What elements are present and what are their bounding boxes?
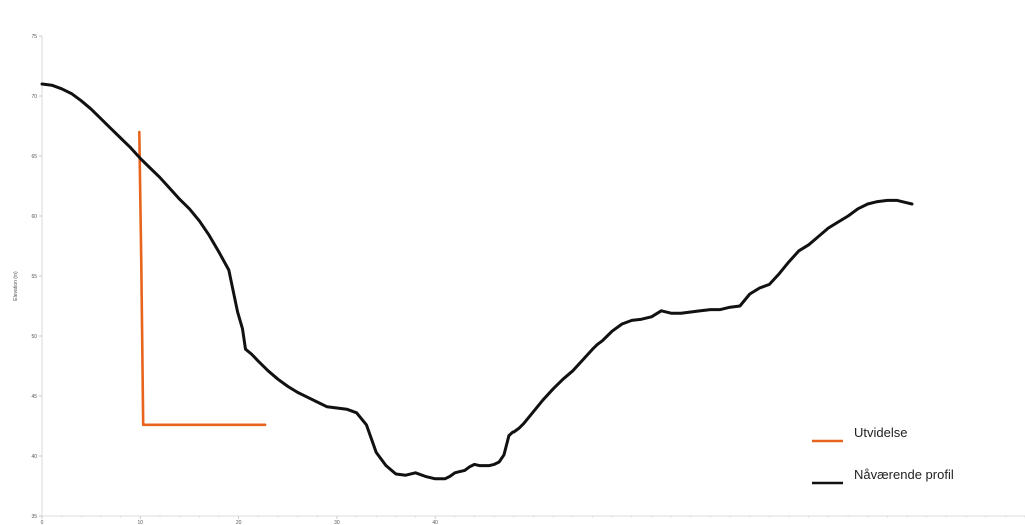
x-tick-label: 0: [41, 520, 44, 525]
y-axis-title: Elevation (m): [13, 271, 19, 301]
series-line-navaerende-profil: [40, 82, 914, 481]
x-tick-label: 10: [138, 520, 144, 525]
y-tick-label: 55: [31, 274, 37, 280]
y-tick-label: 45: [31, 394, 37, 400]
legend: Utvidelse Nåværende profil: [812, 425, 954, 485]
y-tick-label: 75: [31, 34, 37, 40]
x-tick-label: 30: [334, 520, 340, 525]
legend-label-utvidelse: Utvidelse: [854, 425, 907, 440]
x-tick-label: 20: [236, 520, 242, 525]
y-ticks: 35 40 45 50 55 60 65 70 75: [31, 34, 42, 520]
y-tick-label: 50: [31, 334, 37, 340]
series-layer: [40, 82, 914, 481]
y-tick-label: 40: [31, 454, 37, 460]
legend-label-navaerende-profil: Nåværende profil: [854, 467, 954, 482]
y-tick-label: 70: [31, 94, 37, 100]
y-tick-label: 35: [31, 514, 37, 520]
x-ticks: 0 10 20 30 40: [41, 516, 1025, 525]
y-tick-label: 60: [31, 214, 37, 220]
x-tick-label: 40: [432, 520, 438, 525]
y-tick-label: 65: [31, 154, 37, 160]
series-line-utvidelse: [138, 130, 267, 427]
